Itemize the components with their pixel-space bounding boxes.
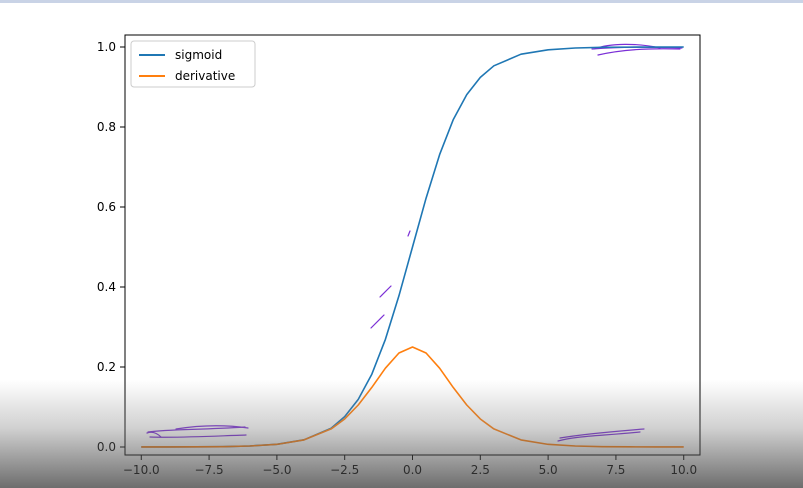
x-tick-label: 0.0 [403,463,422,477]
x-tick-label: −10.0 [123,463,160,477]
legend: sigmoid derivative [130,40,256,88]
pen-stroke [149,434,247,438]
pen-stroke [370,314,385,329]
pen-stroke [147,426,246,433]
series-line-derivative [141,346,684,448]
legend-label-sigmoid: sigmoid [175,48,222,62]
pen-stroke [379,285,392,298]
legend-label-derivative: derivative [175,69,235,83]
series-line-sigmoid [141,46,684,448]
y-tick-label: 0.6 [97,200,116,214]
y-tick-label: 1.0 [97,40,116,54]
pen-stroke [559,428,645,439]
x-tick-label: −2.5 [330,463,359,477]
x-tick-label: −7.5 [195,463,224,477]
x-tick-label: 5.0 [539,463,558,477]
x-tick-label: 10.0 [670,463,697,477]
x-tick-label: −5.0 [262,463,291,477]
top-border [0,0,803,3]
y-tick-label: 0.0 [97,440,116,454]
pen-stroke [407,230,411,237]
y-tick-label: 0.4 [97,280,116,294]
pen-stroke [597,48,681,56]
pen-stroke [146,431,162,438]
y-tick-label: 0.2 [97,360,116,374]
x-tick-label: 7.5 [606,463,625,477]
axis-ticks: −10.0 −7.5 −5.0 −2.5 0.0 2.5 5.0 7.5 10.0 0.0 0.2 0… [97,40,697,477]
y-tick-label: 0.8 [97,120,116,134]
x-tick-label: 2.5 [471,463,490,477]
series-lines [141,46,684,448]
